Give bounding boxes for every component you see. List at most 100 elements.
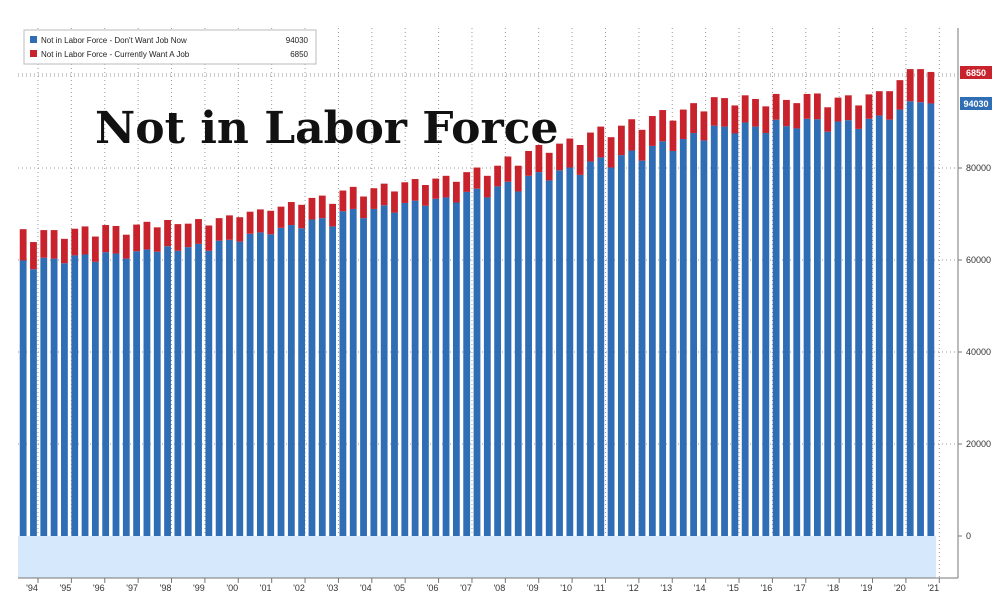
x-tick-label: '09 bbox=[527, 583, 539, 593]
bar-want bbox=[277, 206, 285, 228]
legend-value-dont-want: 94030 bbox=[286, 36, 309, 45]
x-tick-label: '15 bbox=[727, 583, 739, 593]
x-tick-label: '94 bbox=[26, 583, 38, 593]
bar-dont-want bbox=[783, 126, 790, 536]
bar-dont-want bbox=[514, 191, 522, 536]
bars bbox=[19, 69, 935, 537]
bar-want bbox=[669, 120, 677, 151]
x-tick-label: '06 bbox=[427, 583, 439, 593]
legend-label-want: Not in Labor Force - Currently Want A Jo… bbox=[41, 50, 190, 59]
bar-dont-want bbox=[287, 225, 295, 537]
tag-dont-want: 94030 bbox=[960, 97, 992, 110]
bar-dont-want bbox=[226, 239, 233, 536]
baseline-band bbox=[18, 536, 936, 578]
bar-want bbox=[752, 99, 759, 127]
bar-dont-want bbox=[102, 252, 110, 536]
bar-want bbox=[267, 210, 275, 235]
bar-want bbox=[329, 203, 336, 227]
bar-dont-want bbox=[679, 139, 687, 536]
bar-dont-want bbox=[133, 251, 141, 536]
bar-dont-want bbox=[834, 121, 842, 536]
bar-dont-want bbox=[164, 246, 171, 536]
x-tick-label: '97 bbox=[126, 583, 138, 593]
x-tick-label: '19 bbox=[861, 583, 873, 593]
bar-dont-want bbox=[432, 198, 440, 536]
x-tick-label: '08 bbox=[493, 583, 505, 593]
bar-want bbox=[700, 111, 708, 141]
y-tick-label: 0 bbox=[966, 531, 971, 541]
bar-dont-want bbox=[906, 101, 914, 537]
bar-dont-want bbox=[349, 208, 357, 536]
bar-want bbox=[679, 109, 687, 140]
bar-dont-want bbox=[360, 218, 367, 536]
bar-dont-want bbox=[669, 150, 677, 537]
legend-box bbox=[23, 29, 317, 65]
bar-want bbox=[587, 132, 594, 162]
bar-want bbox=[102, 225, 110, 253]
x-tick-label: '21 bbox=[927, 583, 939, 593]
bar-dont-want bbox=[298, 228, 306, 536]
bar-dont-want bbox=[391, 212, 398, 536]
bar-dont-want bbox=[494, 186, 502, 536]
bar-want bbox=[525, 150, 532, 176]
bar-want bbox=[298, 204, 306, 229]
bar-want bbox=[422, 185, 429, 206]
bar-dont-want bbox=[236, 241, 244, 536]
bar-want bbox=[741, 95, 749, 123]
bar-want bbox=[855, 105, 863, 129]
bar-want bbox=[535, 145, 543, 173]
bar-want bbox=[896, 80, 904, 110]
x-tick-label: '99 bbox=[193, 583, 205, 593]
bar-dont-want bbox=[411, 200, 419, 536]
bar-want bbox=[721, 98, 728, 127]
x-tick-label: '05 bbox=[393, 583, 405, 593]
bar-dont-want bbox=[731, 133, 739, 536]
x-tick-label: '01 bbox=[260, 583, 272, 593]
bar-want bbox=[473, 167, 481, 189]
bar-dont-want bbox=[844, 120, 852, 536]
bar-dont-want bbox=[741, 122, 749, 537]
last-value-tags: 6850 94030 bbox=[960, 66, 992, 110]
y-tick-label: 20000 bbox=[966, 439, 991, 449]
tag-want-value: 6850 bbox=[966, 68, 986, 78]
bar-want bbox=[91, 236, 99, 262]
bar-want bbox=[783, 99, 790, 127]
bar-dont-want bbox=[607, 167, 615, 537]
bar-dont-want bbox=[112, 253, 120, 536]
bar-dont-want bbox=[452, 202, 460, 536]
bar-want bbox=[917, 69, 924, 103]
bar-dont-want bbox=[556, 170, 563, 537]
bar-dont-want bbox=[865, 118, 873, 536]
bar-dont-want bbox=[545, 180, 553, 537]
bar-want bbox=[205, 225, 213, 251]
x-tick-label: '96 bbox=[93, 583, 105, 593]
bar-dont-want bbox=[143, 249, 151, 537]
bar-want bbox=[370, 188, 378, 209]
bar-want bbox=[556, 143, 563, 171]
bar-dont-want bbox=[917, 102, 924, 536]
bar-want bbox=[597, 126, 605, 158]
tag-dont-want-bg bbox=[960, 97, 992, 110]
bar-want bbox=[927, 71, 935, 104]
bar-dont-want bbox=[463, 191, 471, 537]
x-tick-label: '07 bbox=[460, 583, 472, 593]
y-axis-ticks: 0 20000 40000 60000 80000 bbox=[958, 163, 991, 541]
bar-dont-want bbox=[597, 157, 605, 537]
bar-dont-want bbox=[710, 125, 718, 537]
bar-want bbox=[463, 172, 471, 192]
bar-want bbox=[195, 219, 202, 244]
x-tick-label: '03 bbox=[327, 583, 339, 593]
x-tick-label: '18 bbox=[827, 583, 839, 593]
bar-want bbox=[226, 215, 233, 240]
bar-dont-want bbox=[122, 258, 130, 536]
bar-want bbox=[256, 209, 264, 233]
bar-want bbox=[576, 145, 584, 175]
bar-want bbox=[81, 226, 89, 255]
bar-want bbox=[803, 93, 811, 119]
bar-dont-want bbox=[762, 133, 770, 537]
x-tick-label: '16 bbox=[761, 583, 773, 593]
bar-dont-want bbox=[855, 128, 863, 536]
bar-want bbox=[710, 97, 718, 126]
